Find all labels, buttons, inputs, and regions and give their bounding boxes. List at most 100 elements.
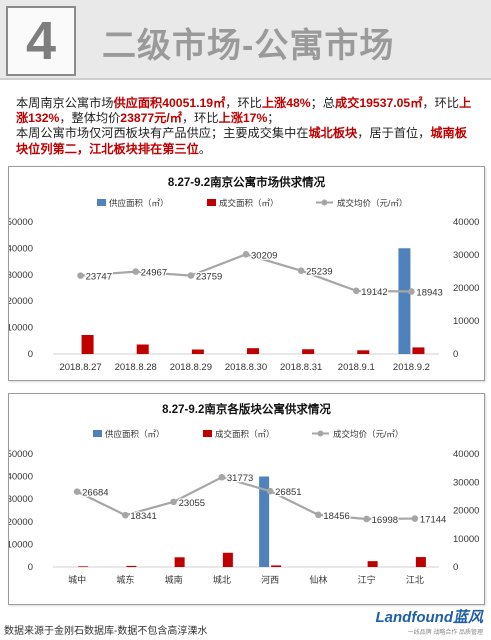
chart-title: 8.27-9.2南京公寓市场供求情况 xyxy=(168,175,326,189)
price-marker-- xyxy=(122,511,129,519)
section-number-box: 4 xyxy=(6,6,76,76)
price-data-label: 18456 xyxy=(323,511,349,522)
y-left-tick-label: 20000 xyxy=(9,517,33,528)
brand-block: Landfound蓝风 一线品牌 战略合作 品质管理 xyxy=(376,606,483,636)
x-tick-label: 城东 xyxy=(116,574,134,585)
y-right-tick-label: 30000 xyxy=(453,250,479,261)
chart-title: 8.27-9.2南京各版块公寓供求情况 xyxy=(162,402,331,416)
highlight-north-district: 城北板块 xyxy=(308,126,358,141)
y-right-tick-label: 30000 xyxy=(453,477,479,488)
chart-panel-district: 8.27-9.2南京各版块公寓供求情况 供应面积（㎡） 成交面积（㎡） 成交均价（元/… xyxy=(8,393,485,605)
highlight-price-growth: 上涨17% xyxy=(218,111,268,126)
highlight-supply-growth: 上涨48% xyxy=(261,96,311,110)
deal-bar-- xyxy=(174,557,185,567)
legend-label-0: 供应面积（㎡） xyxy=(105,429,165,439)
legend-label-1: 成交面积（㎡） xyxy=(219,198,279,208)
price-marker-2018-9-1 xyxy=(352,287,360,295)
deal-bar-- xyxy=(126,565,137,567)
highlight-supply-area: 供应面积40051.19㎡ xyxy=(113,96,226,110)
price-data-label: 24967 xyxy=(141,268,167,279)
price-marker-2018-8-31 xyxy=(297,267,305,275)
price-marker-- xyxy=(266,487,274,495)
summary-paragraph-2: 本周公寓市场仅河西板块有产品供应；主要成交集中在城北板块，居于首位，城南板块位列… xyxy=(16,126,478,156)
legend-swatch-1 xyxy=(207,199,216,206)
deal-bar-- xyxy=(367,561,378,567)
y-right-tick-label: 20000 xyxy=(453,506,479,517)
x-tick-label: 仙林 xyxy=(309,574,327,585)
section-title: 二级市场-公寓市场 xyxy=(102,27,395,65)
y-right-tick-label: 10000 xyxy=(453,316,479,327)
price-data-label: 18341 xyxy=(130,511,156,522)
price-marker-- xyxy=(218,473,226,481)
price-marker-- xyxy=(315,511,322,519)
y-left-tick-label: 20000 xyxy=(9,296,33,307)
price-marker-2018-8-27 xyxy=(77,272,84,279)
price-data-label: 23759 xyxy=(196,272,222,283)
price-marker-2018-8-30 xyxy=(242,251,250,258)
data-source-note: 数据来源于金刚石数据库-数据不包含高淳溧水 xyxy=(4,626,208,637)
summary-text: 本周南京公寓市场供应面积40051.19㎡，环比上涨48%；总成交19537.0… xyxy=(16,96,478,157)
highlight-deal-area: 成交19537.05㎡ xyxy=(335,96,423,110)
price-data-label: 19142 xyxy=(361,287,387,298)
deal-bar-2018-8-28 xyxy=(136,344,149,354)
deal-bar-2018-8-30 xyxy=(247,348,259,354)
legend-swatch-0 xyxy=(93,430,102,437)
price-data-label: 26684 xyxy=(82,488,108,499)
y-right-tick-label: 40000 xyxy=(453,217,479,228)
price-data-label: 23055 xyxy=(179,498,205,509)
price-marker-- xyxy=(411,515,419,522)
brand-tagline: 一线品牌 战略合作 品质管理 xyxy=(407,630,483,636)
highlight-deal-growth: 上涨132% xyxy=(16,96,472,126)
x-tick-label: 河西 xyxy=(261,574,279,585)
y-left-tick-label: 10000 xyxy=(9,539,33,550)
x-tick-label: 2018.8.29 xyxy=(170,362,212,373)
price-data-label: 30209 xyxy=(251,250,277,261)
y-right-tick-label: 40000 xyxy=(453,449,479,460)
highlight-ranking: 城南板块位列第二，江北板块排在第三位 xyxy=(16,126,467,156)
summary-text-run: ，整体均价 xyxy=(59,111,121,126)
section-number: 4 xyxy=(25,11,57,71)
price-data-label: 26851 xyxy=(275,487,301,498)
chart-panel-daily: 8.27-9.2南京公寓市场供求情况供应面积（㎡） 成交面积（㎡） 成交均价（元/㎡… xyxy=(8,166,485,381)
price-data-label: 25239 xyxy=(306,267,332,278)
x-tick-label: 城北 xyxy=(213,575,231,585)
x-tick-label: 2018.8.28 xyxy=(115,362,157,373)
y-left-tick-label: 30000 xyxy=(9,270,33,281)
y-right-tick-label: 20000 xyxy=(453,283,479,294)
price-data-label: 17144 xyxy=(420,515,446,526)
legend-label-2: 成交均价（元/㎡） xyxy=(337,198,407,208)
deal-bar-- xyxy=(271,565,282,567)
price-data-label: 18943 xyxy=(416,287,442,298)
price-data-label: 23747 xyxy=(86,272,112,283)
summary-text-run: ，环比 xyxy=(181,111,219,126)
x-tick-label: 江北 xyxy=(406,575,424,585)
brand-logo: Landfound蓝风 xyxy=(375,609,483,626)
y-right-tick-label: 10000 xyxy=(453,534,479,545)
price-marker-- xyxy=(363,515,370,523)
summary-text-run: ；总 xyxy=(310,96,335,110)
deal-bar-- xyxy=(415,557,426,567)
x-tick-label: 城中 xyxy=(68,574,86,585)
legend-label-2: 成交均价（元/㎡） xyxy=(333,429,403,439)
supply-bar-2018-9-2 xyxy=(398,248,411,354)
legend-label-0: 供应面积（㎡） xyxy=(109,198,169,208)
price-marker-2018-8-29 xyxy=(187,272,195,279)
legend-swatch-1 xyxy=(203,430,212,437)
summary-text-run: 。 xyxy=(198,141,211,156)
summary-text-run: ，居于首位， xyxy=(357,126,431,141)
x-tick-label: 江宁 xyxy=(358,574,376,585)
price-marker-2018-8-28 xyxy=(132,268,140,275)
x-tick-label: 2018.9.1 xyxy=(338,362,375,373)
price-marker-- xyxy=(170,498,177,506)
x-tick-label: 2018.8.31 xyxy=(280,362,322,373)
x-tick-label: 2018.8.27 xyxy=(59,362,101,373)
deal-bar-2018-8-29 xyxy=(191,349,204,354)
price-marker-2018-9-2 xyxy=(408,288,415,295)
y-left-tick-label: 0 xyxy=(28,349,33,360)
y-left-tick-label: 30000 xyxy=(9,494,33,505)
price-marker-- xyxy=(73,488,81,495)
deal-bar-2018-8-31 xyxy=(302,349,315,354)
summary-text-run: ，环比 xyxy=(422,96,459,110)
header-band: 4 二级市场-公寓市场 xyxy=(0,0,491,80)
